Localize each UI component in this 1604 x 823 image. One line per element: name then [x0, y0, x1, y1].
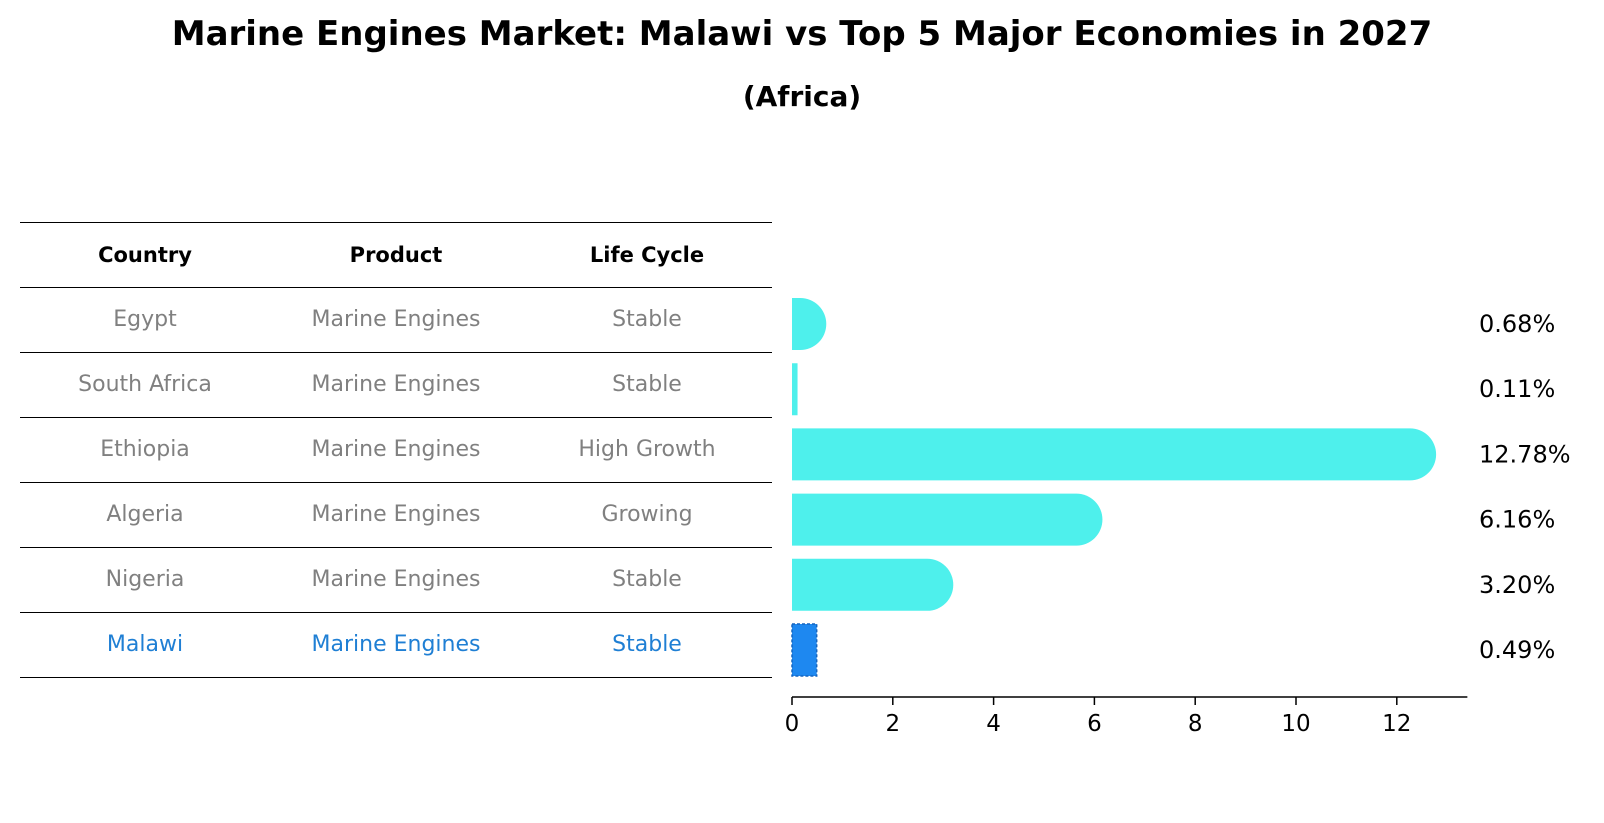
bar-value-label: 3.20% [1479, 571, 1555, 599]
bar-value-label: 0.49% [1479, 636, 1555, 664]
table-row: Egypt Marine Engines Stable [20, 287, 772, 353]
table-rule [20, 482, 772, 483]
bar [792, 298, 827, 350]
cell-product: Marine Engines [311, 307, 481, 332]
table-row: Algeria Marine Engines Growing [20, 482, 772, 548]
header-country: Country [98, 243, 192, 267]
cell-life-cycle: Stable [612, 307, 682, 332]
cell-country: Egypt [113, 307, 177, 332]
bar-value-label: 6.16% [1479, 506, 1555, 534]
cell-product: Marine Engines [311, 502, 481, 527]
bar-value-label: 12.78% [1479, 440, 1571, 468]
table-rule [20, 352, 772, 353]
table-rule [20, 612, 772, 613]
x-tick-label: 0 [785, 711, 800, 737]
cell-product: Marine Engines [311, 437, 481, 462]
bar [792, 558, 954, 611]
x-tick-label: 10 [1281, 711, 1310, 737]
table-row: Nigeria Marine Engines Stable [20, 547, 772, 613]
x-tick-label: 8 [1188, 711, 1203, 737]
table-row-highlight: Malawi Marine Engines Stable [20, 612, 772, 678]
cell-country: Algeria [106, 502, 184, 527]
bar [792, 493, 1103, 546]
bar-value-label: 0.68% [1479, 310, 1555, 338]
table-row: South Africa Marine Engines Stable [20, 352, 772, 418]
chart-title: Marine Engines Market: Malawi vs Top 5 M… [171, 14, 1433, 54]
cell-country: Ethiopia [100, 437, 190, 462]
table-rule [20, 547, 772, 548]
x-tick-label: 2 [885, 711, 900, 737]
bar [792, 428, 1437, 481]
table-rule-header [20, 287, 772, 288]
cell-life-cycle: Growing [601, 502, 693, 527]
cell-product: Marine Engines [311, 567, 481, 592]
bar-value-label: 0.11% [1479, 375, 1555, 403]
table-header-row: Country Product Life Cycle [20, 222, 772, 288]
cell-country: Nigeria [105, 567, 185, 592]
x-tick-label: 6 [1087, 711, 1102, 737]
cell-product: Marine Engines [311, 372, 481, 397]
table-rule-top [20, 222, 772, 223]
table-rule-bottom [20, 677, 772, 678]
bar [792, 363, 798, 416]
table-rule [20, 417, 772, 418]
cell-life-cycle: High Growth [578, 437, 716, 462]
cell-life-cycle: Stable [612, 372, 682, 397]
cell-product: Marine Engines [311, 632, 481, 657]
cell-life-cycle: Stable [612, 567, 682, 592]
header-life-cycle: Life Cycle [589, 243, 705, 267]
chart-subtitle: (Africa) [742, 80, 862, 113]
x-tick-label: 12 [1382, 711, 1411, 737]
cell-life-cycle: Stable [612, 632, 682, 657]
cell-country: Malawi [106, 632, 184, 657]
table-row: Ethiopia Marine Engines High Growth [20, 417, 772, 483]
cell-country: South Africa [78, 372, 212, 397]
header-product: Product [349, 243, 443, 267]
bar-highlight [791, 623, 818, 677]
x-tick-label: 4 [986, 711, 1001, 737]
